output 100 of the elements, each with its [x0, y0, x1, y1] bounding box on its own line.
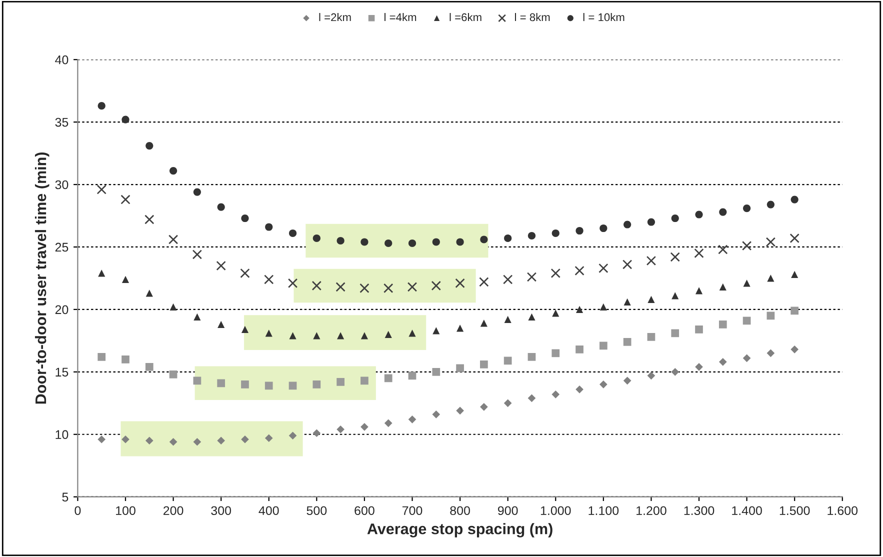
point [504, 399, 512, 408]
point [408, 372, 416, 380]
point [241, 326, 249, 333]
x-tick-label: 1.000 [540, 506, 571, 516]
point [719, 208, 727, 216]
y-tick-label: 20 [55, 305, 68, 314]
point [312, 280, 322, 291]
point [216, 260, 226, 271]
legend-label: l = 8km [515, 13, 550, 22]
point [766, 349, 775, 358]
point [312, 429, 321, 438]
point [623, 376, 632, 385]
point [288, 432, 297, 440]
x-tick-label: 800 [450, 506, 470, 516]
x-axis-title: Average stop spacing (m) [367, 523, 552, 538]
point [264, 382, 273, 390]
point [288, 229, 297, 238]
point [336, 236, 344, 245]
point [695, 287, 703, 294]
point [122, 116, 130, 124]
point [217, 203, 225, 211]
point [360, 283, 370, 294]
point [528, 232, 536, 240]
point [647, 333, 656, 341]
point [408, 330, 416, 337]
point [718, 320, 727, 328]
point [192, 250, 202, 260]
point [289, 332, 296, 340]
point [742, 204, 751, 212]
y-axis-title: Door-to-door user travel time (min) [34, 152, 50, 404]
point [98, 435, 106, 444]
point [528, 313, 536, 320]
y-tick-label: 35 [55, 118, 68, 127]
point [265, 223, 273, 231]
point [766, 237, 776, 247]
point [408, 415, 416, 424]
point [671, 214, 679, 222]
point [790, 196, 798, 204]
point [193, 438, 202, 446]
point [576, 385, 584, 394]
point [743, 280, 750, 287]
point [647, 372, 656, 380]
point [526, 272, 537, 282]
point [766, 200, 774, 208]
x-tick-label: 100 [116, 506, 136, 516]
point [671, 329, 680, 338]
point [360, 376, 368, 385]
point [742, 354, 751, 362]
x-tick-label: 900 [498, 506, 518, 516]
point [120, 194, 130, 204]
point [479, 277, 489, 287]
point [552, 349, 560, 358]
point [360, 332, 368, 340]
x-tick-label: 1.500 [780, 506, 810, 516]
point [193, 188, 201, 196]
point [648, 296, 655, 303]
point [718, 358, 727, 366]
point [407, 282, 418, 292]
point [552, 390, 560, 398]
point [502, 274, 513, 284]
point [217, 436, 226, 445]
x-tick-label: 400 [258, 506, 279, 516]
point [672, 292, 679, 300]
x-tick-label: 1.200 [636, 506, 666, 516]
point [791, 270, 798, 278]
point [264, 434, 273, 442]
point [456, 364, 464, 372]
point [264, 274, 274, 284]
x-tick-label: 1.100 [588, 506, 619, 516]
point [168, 234, 178, 244]
point [193, 376, 202, 385]
x-tick-label: 1.600 [828, 506, 858, 516]
point [241, 214, 249, 222]
point [480, 236, 488, 244]
point [695, 326, 703, 334]
y-tick-label: 30 [55, 180, 68, 190]
point [790, 346, 799, 354]
y-tick-label: 10 [56, 430, 68, 440]
point [623, 338, 632, 346]
point [455, 278, 465, 288]
point [456, 238, 464, 246]
legend-label: l =6km [450, 13, 482, 22]
legend-label: l =2km [319, 13, 351, 22]
point [288, 382, 297, 390]
point [646, 256, 656, 266]
point [719, 283, 726, 291]
x-tick-label: 700 [402, 506, 422, 516]
y-tick-label: 15 [56, 368, 68, 377]
point [194, 313, 201, 320]
point [313, 332, 320, 340]
point [552, 229, 560, 238]
point [122, 276, 130, 284]
point [98, 352, 106, 361]
point [337, 332, 344, 340]
point [790, 306, 799, 315]
point [598, 263, 608, 274]
point [408, 239, 416, 248]
point [600, 224, 608, 232]
point [480, 402, 488, 411]
point [384, 374, 392, 382]
